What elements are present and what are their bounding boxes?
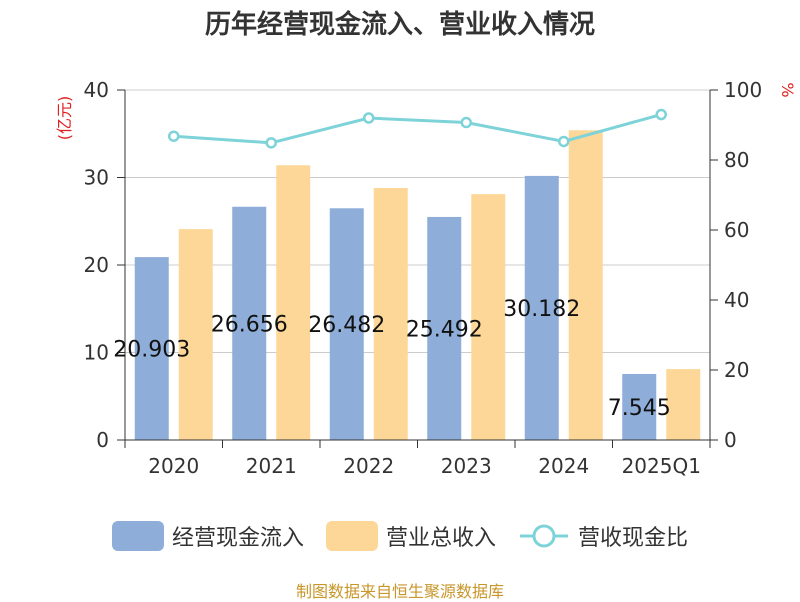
legend-item[interactable]: 经营现金流入: [111, 520, 304, 552]
cash-inflow-data-label: 7.545: [608, 396, 671, 421]
legend-item[interactable]: 营收现金比: [518, 520, 688, 552]
ratio-point: [168, 130, 180, 142]
revenue-bar: [471, 194, 506, 440]
ratio-line-layer: [168, 108, 667, 149]
left-axis-unit: (亿元): [55, 96, 74, 141]
ratio-point: [363, 112, 375, 124]
right-axis-unit: %: [778, 82, 797, 97]
cash-inflow-data-label: 26.482: [308, 313, 385, 338]
legend-label: 营业总收入: [385, 526, 496, 551]
x-axis-tick-label: 2020: [148, 454, 199, 478]
left-axis-tick-label: 10: [84, 341, 109, 365]
axes: 0 10 20 30 40 0 20 40 60 80 100 2020 2021 2022 2023 202…: [84, 78, 763, 478]
left-axis-tick-label: 20: [84, 253, 109, 277]
bar-layer: [134, 130, 701, 440]
grid-lines: [125, 89, 710, 353]
x-axis-tick-label: 2024: [538, 454, 589, 478]
legend-item[interactable]: 营业总收入: [325, 520, 496, 552]
revenue-bar: [568, 130, 603, 440]
right-axis-tick-label: 80: [724, 148, 749, 172]
ratio-line: [173, 113, 662, 145]
x-axis-tick-label: 2021: [246, 454, 297, 478]
right-axis-tick-label: 40: [724, 288, 749, 312]
legend-line-marker: [520, 524, 568, 548]
ratio-point: [460, 116, 472, 129]
legend-label: 经营现金流入: [171, 526, 304, 551]
right-axis-tick-label: 0: [724, 428, 737, 452]
data-labels: 20.903 26.656 26.482 25.492 30.182 7.545: [113, 297, 670, 421]
x-axis-tick-label: 2025Q1: [622, 454, 701, 478]
right-axis-tick-label: 100: [724, 78, 762, 102]
revenue-bar: [276, 165, 311, 440]
left-axis-tick-label: 0: [96, 428, 109, 452]
revenue-bar: [178, 229, 213, 440]
ratio-point: [558, 135, 570, 148]
right-axis-tick-label: 20: [724, 358, 749, 382]
right-axis-tick-label: 60: [724, 218, 749, 242]
cash-inflow-bar: [622, 373, 657, 440]
cash-inflow-bar: [232, 206, 267, 440]
cash-inflow-data-label: 25.492: [406, 317, 483, 342]
source-note: 制图数据来自恒生聚源数据库: [295, 582, 504, 601]
ratio-point: [655, 108, 667, 121]
revenue-bar: [666, 369, 701, 440]
cash-inflow-data-label: 20.903: [113, 338, 190, 363]
chart-title: 历年经营现金流入、营业收入情况: [204, 10, 595, 40]
cash-inflow-data-label: 26.656: [211, 312, 288, 337]
left-axis-tick-label: 40: [84, 78, 109, 102]
legend-swatch: [325, 521, 378, 551]
cash-inflow-bar: [134, 257, 169, 440]
legend-label: 营收现金比: [578, 526, 689, 551]
left-axis-tick-label: 30: [84, 166, 109, 190]
ratio-point: [265, 137, 277, 149]
revenue-bar: [373, 188, 408, 440]
x-axis-tick-label: 2022: [343, 454, 394, 478]
cash-inflow-bar: [427, 216, 462, 440]
cash-inflow-data-label: 30.182: [503, 297, 580, 322]
legend: 经营现金流入 营业总收入 营收现金比: [0, 516, 800, 556]
x-axis-tick-label: 2023: [441, 454, 492, 478]
legend-swatch: [111, 521, 164, 551]
cash-inflow-bar: [524, 175, 559, 440]
cash-inflow-bar: [329, 208, 364, 440]
